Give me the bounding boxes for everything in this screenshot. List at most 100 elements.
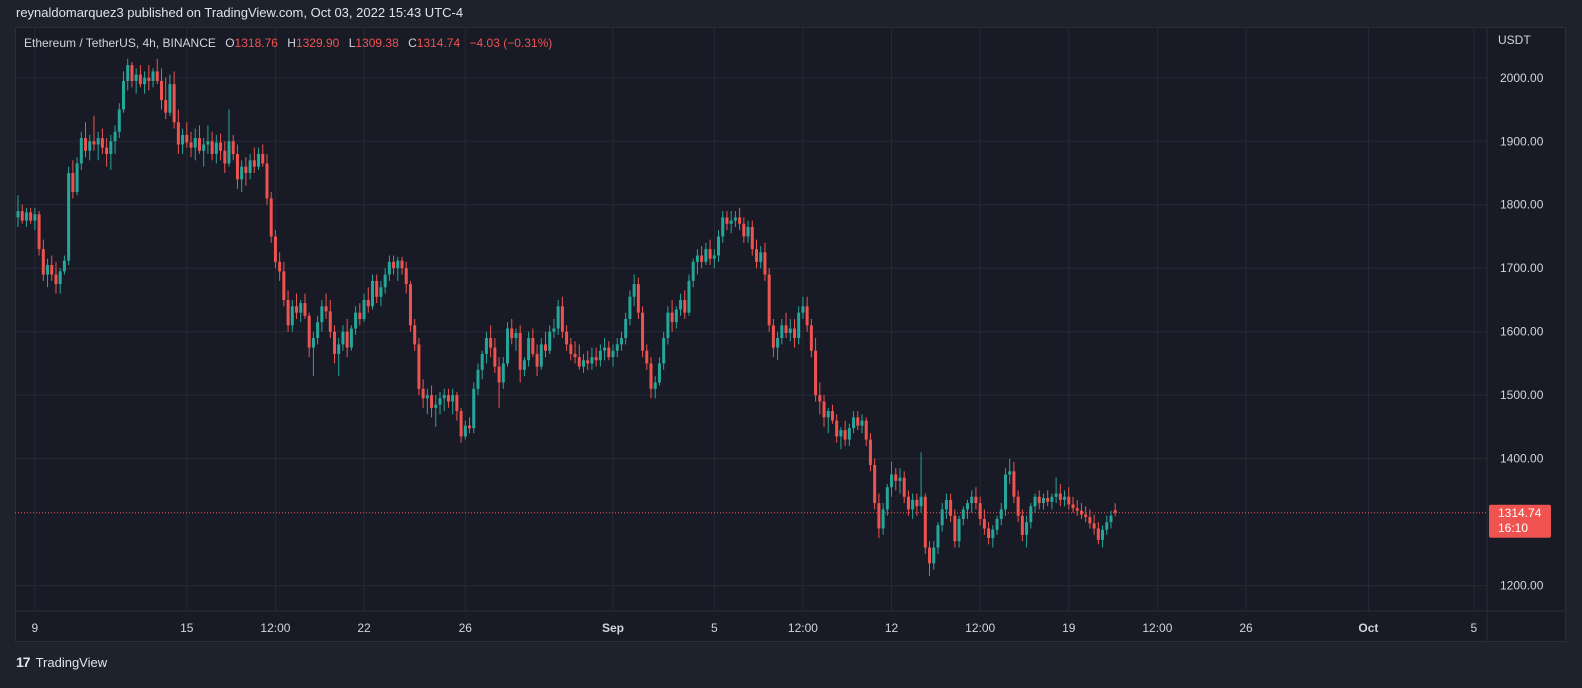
candle-body [708, 249, 712, 259]
candle [830, 404, 834, 424]
x-tick-label: 19 [1062, 621, 1076, 635]
candle-body [1008, 471, 1012, 475]
candle-body [404, 268, 408, 285]
candle [742, 217, 746, 243]
footer: 17 TradingView [16, 654, 107, 670]
candle [484, 331, 488, 364]
candle-body [928, 547, 932, 564]
candle-body [522, 360, 526, 370]
candle-body [624, 319, 628, 339]
candle-body [953, 515, 957, 542]
candle-body [544, 344, 547, 351]
candle [468, 417, 472, 434]
candle-body [214, 142, 218, 154]
x-tick-label: 26 [1239, 621, 1253, 635]
candle [898, 468, 902, 494]
candle-body [501, 363, 505, 383]
candle-body [67, 173, 71, 261]
candle [868, 433, 872, 472]
candle-body [227, 141, 231, 164]
candle [231, 134, 235, 161]
candle-body [88, 141, 92, 151]
candle [1054, 477, 1058, 504]
candle-body [632, 284, 636, 297]
candle-body [978, 503, 982, 519]
last-price-badge-bg [1489, 504, 1551, 538]
candle [767, 268, 771, 332]
candle-body [1029, 506, 1033, 523]
tradingview-brand[interactable]: TradingView [35, 654, 108, 670]
candle [147, 65, 151, 91]
candle [522, 357, 526, 377]
candle [362, 293, 366, 323]
last-price-badge-countdown: 16:10 [1498, 521, 1528, 535]
x-tick-label: 12 [885, 621, 899, 635]
candle [771, 319, 775, 358]
candle [966, 499, 969, 519]
candle [33, 207, 37, 231]
candle [788, 319, 792, 342]
candle [797, 306, 801, 345]
candle [501, 357, 505, 389]
candle-body [480, 353, 484, 370]
candle-body [421, 388, 425, 399]
candle-body [771, 325, 775, 348]
candle [109, 134, 113, 170]
x-tick-label: 9 [32, 621, 39, 635]
candle-body [1101, 529, 1105, 540]
candle-body [725, 217, 729, 224]
candle-body [1003, 474, 1007, 510]
candle [552, 319, 556, 339]
candle-body [510, 328, 514, 339]
candle [581, 353, 585, 373]
candle [624, 312, 628, 345]
candle-body [755, 249, 758, 262]
candle-body [1012, 471, 1016, 497]
candle [995, 515, 999, 535]
candle-body [159, 80, 163, 100]
candle [936, 522, 940, 554]
candle-body [434, 404, 438, 408]
candle-body [265, 163, 269, 199]
candle-body [489, 338, 493, 348]
candle-body [172, 84, 176, 123]
candle [84, 122, 88, 158]
candle [657, 357, 661, 386]
candle-body [894, 474, 898, 481]
candle-body [721, 217, 725, 237]
candle [37, 211, 41, 256]
candle-body [164, 100, 168, 113]
candle [902, 471, 906, 504]
candle-body [611, 350, 615, 358]
candle [497, 357, 501, 408]
candle-body [565, 331, 569, 345]
x-tick-label: 26 [459, 621, 473, 635]
candle-body [674, 309, 678, 323]
candle-body [62, 260, 66, 272]
candle-body [438, 398, 442, 405]
candle-body [92, 141, 96, 145]
candle-body [383, 274, 387, 288]
candle-body [700, 255, 704, 262]
candle-body [143, 77, 147, 85]
y-tick-label: 1200.00 [1500, 579, 1544, 593]
candle-body [430, 395, 434, 408]
candle-body [797, 312, 801, 339]
candle-body [991, 529, 995, 538]
candle [349, 325, 353, 351]
candle-body [235, 153, 239, 180]
candle [556, 299, 560, 335]
candle-body [961, 509, 965, 519]
candle-body [96, 138, 100, 145]
candle [493, 338, 497, 373]
candle-body [607, 347, 611, 358]
x-tick-label: 5 [1471, 621, 1478, 635]
candle [400, 256, 404, 275]
candle [100, 128, 104, 154]
candle-body [826, 411, 830, 418]
candle [151, 68, 155, 88]
candle [1113, 503, 1117, 517]
time-axis: 9 15 12:00 22 26 Sep 5 12:00 12 12:00 19 12:00 26 Oct… [32, 621, 1478, 635]
candle-body [957, 518, 961, 542]
